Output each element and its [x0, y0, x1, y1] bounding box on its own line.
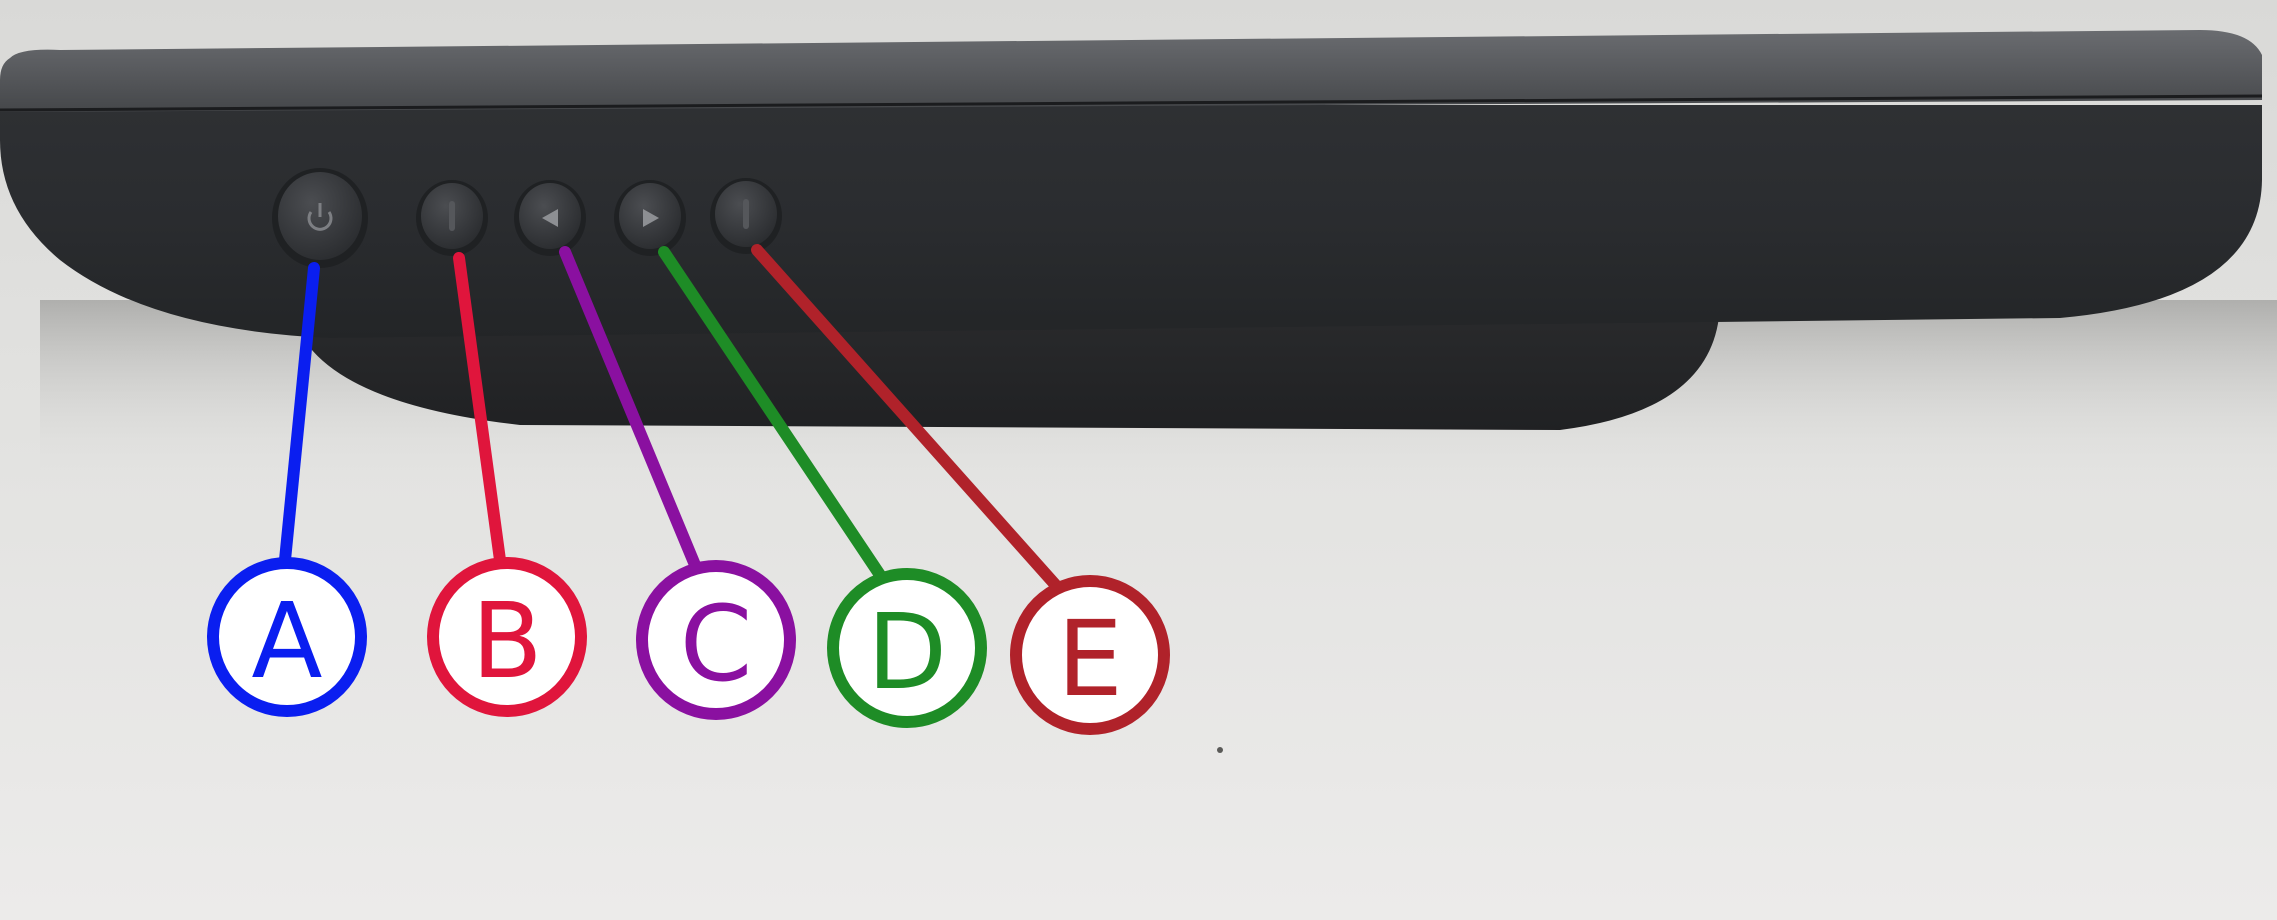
callout-c-leader: [559, 246, 701, 571]
floor-speck: [1217, 747, 1223, 753]
callout-c-letter: C: [680, 583, 753, 705]
menu-button-marking: [449, 201, 455, 231]
callout-b-leader: [453, 252, 506, 566]
monitor-bezel-body: [0, 105, 2262, 338]
callout-e-leader: [751, 244, 1066, 596]
callout-a-letter: A: [251, 580, 322, 702]
menu-button[interactable]: [416, 180, 488, 256]
callout-d-leader: [658, 246, 886, 581]
callout-b: B: [427, 557, 587, 717]
callout-c: C: [636, 560, 796, 720]
callout-d-letter: D: [867, 591, 947, 713]
callout-e-letter: E: [1057, 598, 1123, 720]
callout-b-letter: B: [471, 580, 542, 702]
left-button[interactable]: [514, 180, 586, 256]
power-button[interactable]: [272, 168, 368, 268]
enter-button[interactable]: [710, 178, 782, 254]
callout-e: E: [1010, 575, 1170, 735]
monitor-top-edge: [0, 30, 2262, 112]
power-icon: [307, 203, 333, 231]
enter-button-marking: [743, 199, 749, 229]
left-triangle-icon: [542, 209, 558, 227]
right-triangle-icon: [643, 209, 659, 227]
callout-a-leader: [279, 262, 320, 566]
callout-d: D: [827, 568, 987, 728]
callout-a: A: [207, 557, 367, 717]
right-button[interactable]: [614, 180, 686, 256]
top-edge-seam: [0, 94, 2263, 112]
